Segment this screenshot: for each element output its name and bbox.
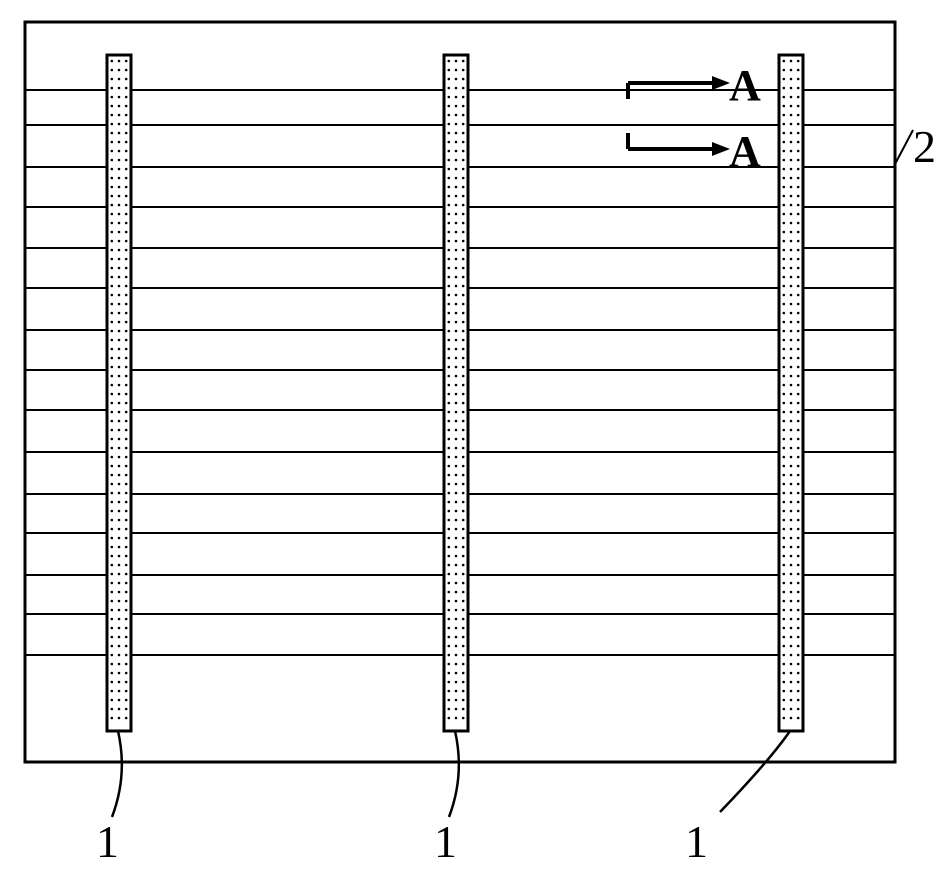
leader-ref1_b [449,731,459,817]
section-label-a-bottom: A [729,126,761,177]
ref-label-2: 2 [913,120,936,173]
ref-label-1-c: 1 [685,815,708,868]
leader-ref1_a [112,731,122,817]
busbar-3 [779,55,803,731]
section-label-a-top: A [729,60,761,111]
leader-ref2 [894,130,913,166]
busbar-2 [444,55,468,731]
busbar-1 [107,55,131,731]
arrowhead-icon [712,142,730,156]
arrowhead-icon [712,76,730,90]
leader-ref1_c [720,731,790,812]
ref-label-1-a: 1 [96,815,119,868]
diagram-canvas: A A 2 1 1 1 [0,0,947,873]
diagram-svg [0,0,947,873]
ref-label-1-b: 1 [434,815,457,868]
